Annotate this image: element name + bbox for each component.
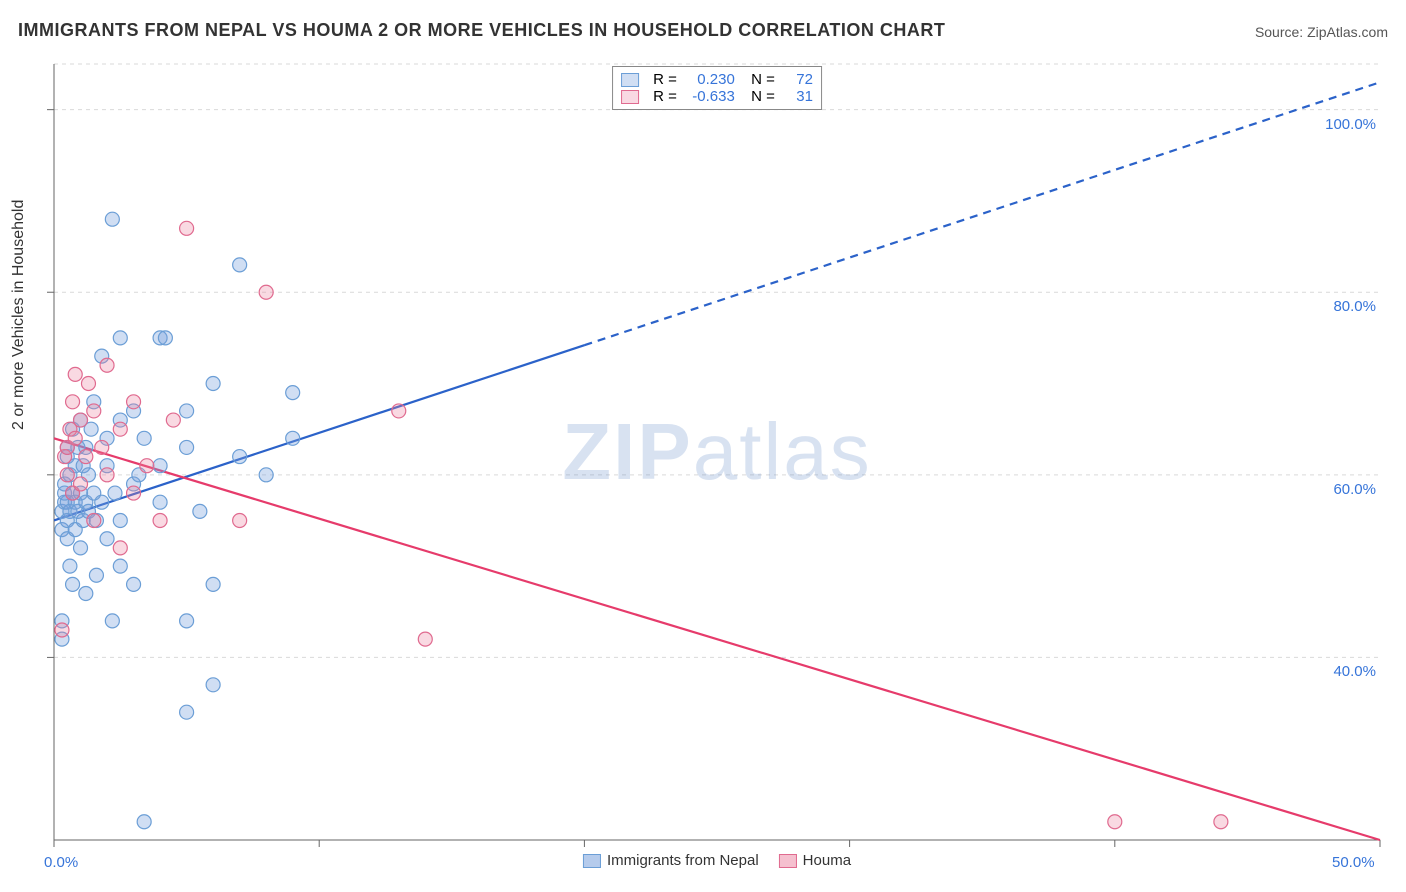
legend-label: Houma <box>803 852 851 869</box>
stats-row: R = -0.633 N = 31 <box>621 88 813 105</box>
stats-N-value: 31 <box>783 88 813 105</box>
stats-R-value: 0.230 <box>685 71 735 88</box>
stats-legend: R = 0.230 N = 72 R = -0.633 N = 31 <box>612 66 822 110</box>
legend-label: Immigrants from Nepal <box>607 852 759 869</box>
legend-swatch <box>583 854 601 868</box>
stats-swatch <box>621 90 639 104</box>
legend-item: Immigrants from Nepal <box>583 852 759 869</box>
stats-row: R = 0.230 N = 72 <box>621 71 813 88</box>
y-tick-label: 60.0% <box>1316 481 1376 498</box>
legend-swatch <box>779 854 797 868</box>
stats-N-label: N = <box>743 71 775 88</box>
y-tick-label: 100.0% <box>1316 116 1376 133</box>
chart-container: IMMIGRANTS FROM NEPAL VS HOUMA 2 OR MORE… <box>0 0 1406 892</box>
stats-swatch <box>621 73 639 87</box>
stats-N-value: 72 <box>783 71 813 88</box>
source-name: ZipAtlas.com <box>1307 24 1388 40</box>
y-tick-label: 80.0% <box>1316 298 1376 315</box>
stats-N-label: N = <box>743 88 775 105</box>
legend-item: Houma <box>779 852 851 869</box>
stats-R-label: R = <box>653 71 677 88</box>
source-label: Source: <box>1255 24 1303 40</box>
y-axis-label: 2 or more Vehicles in Household <box>10 200 28 430</box>
plot-area: ZIPatlas 0.0%50.0%40.0%60.0%80.0%100.0%I… <box>46 56 1388 848</box>
chart-title: IMMIGRANTS FROM NEPAL VS HOUMA 2 OR MORE… <box>18 20 945 41</box>
x-tick-label: 0.0% <box>44 854 78 871</box>
series-legend: Immigrants from Nepal Houma <box>583 852 851 869</box>
source-credit: Source: ZipAtlas.com <box>1255 24 1388 40</box>
scatter-plot-svg <box>46 56 1388 848</box>
y-tick-label: 40.0% <box>1316 663 1376 680</box>
stats-R-value: -0.633 <box>685 88 735 105</box>
x-tick-label: 50.0% <box>1332 854 1375 871</box>
stats-R-label: R = <box>653 88 677 105</box>
